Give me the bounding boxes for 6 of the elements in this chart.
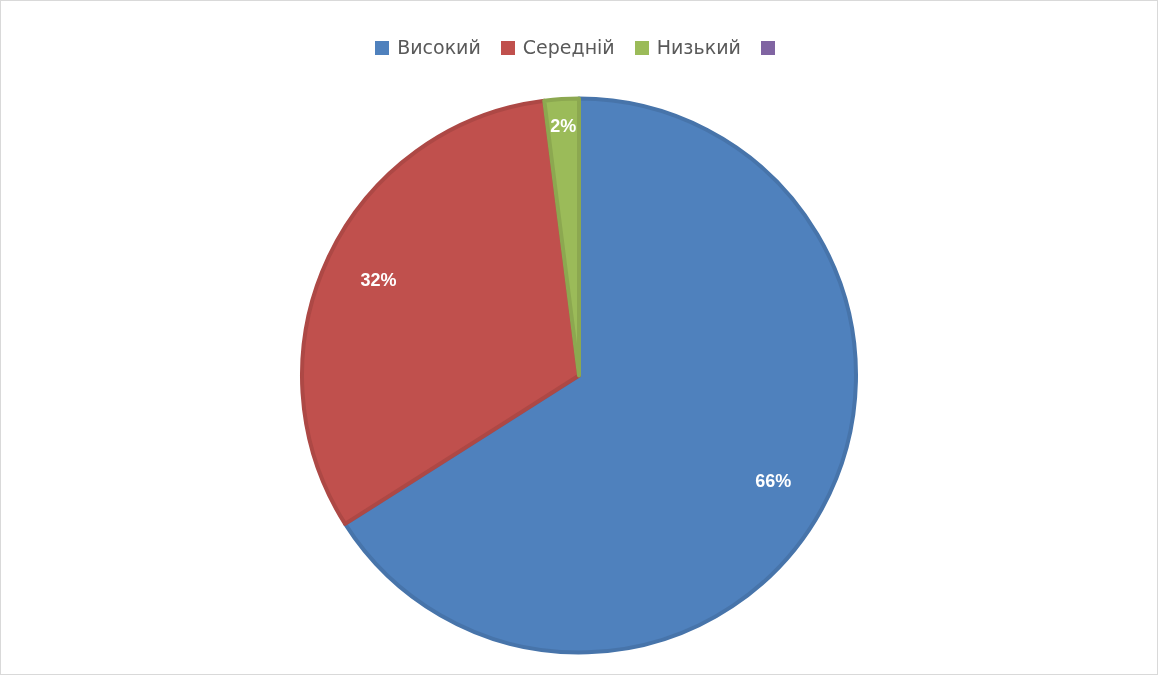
data-label: 32%: [360, 270, 397, 291]
data-label: 66%: [755, 471, 792, 492]
legend-label: Високий: [397, 36, 481, 58]
legend-label: Середній: [522, 36, 615, 58]
data-label: 2%: [550, 115, 577, 136]
legend-label: Низький: [656, 36, 741, 58]
